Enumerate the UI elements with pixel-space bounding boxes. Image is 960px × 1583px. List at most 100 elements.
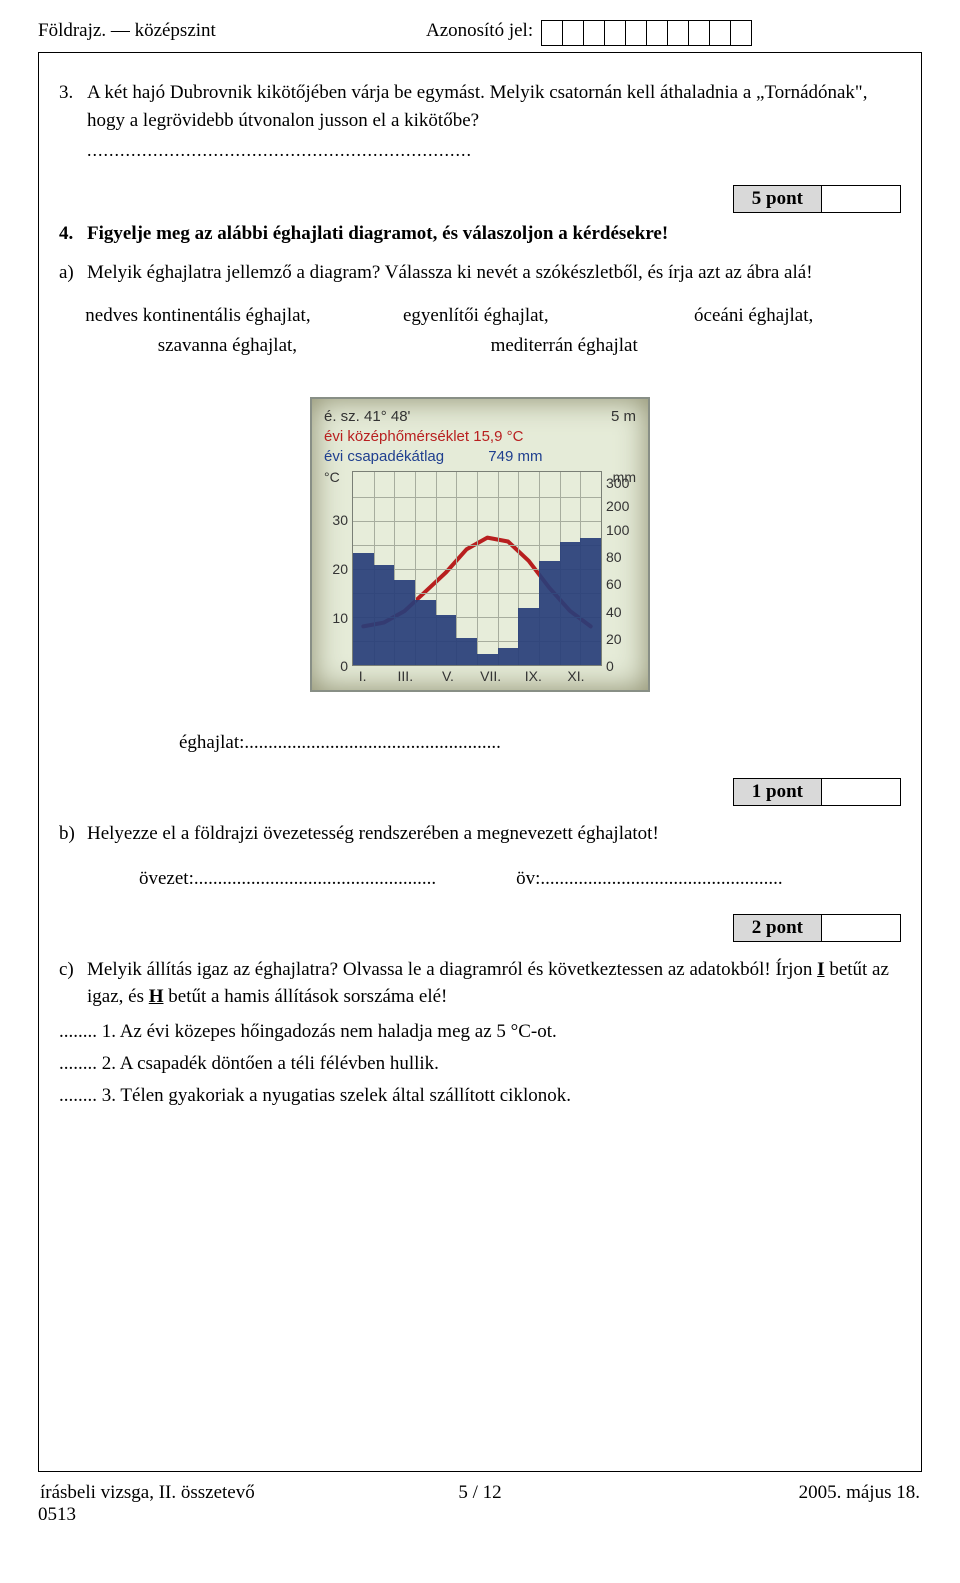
xtick: III. — [395, 668, 416, 684]
subject-level: Földrajz. — középszint — [38, 20, 216, 42]
id-label-area: Azonosító jel: — [216, 20, 922, 46]
xtick — [501, 668, 522, 684]
ytick-right: 300 — [606, 475, 629, 491]
points-1-row: 1 pont — [59, 778, 901, 806]
letter-h: H — [149, 986, 164, 1007]
points-box-2: 2 pont — [733, 914, 901, 942]
climate-options: nedves kontinentális éghajlat, egyenlítő… — [59, 303, 901, 359]
question-3: 3. A két hajó Dubrovnik kikötőjében várj… — [59, 79, 901, 134]
xtick — [544, 668, 565, 684]
page-footer: írásbeli vizsga, II. összetevő 5 / 12 20… — [38, 1482, 922, 1504]
xtick: VII. — [480, 668, 501, 684]
id-box-cell[interactable] — [625, 20, 647, 46]
chart-plot — [352, 471, 602, 666]
id-box-cell[interactable] — [646, 20, 668, 46]
id-label: Azonosító jel: — [426, 20, 533, 41]
ytick-right: 100 — [606, 522, 629, 538]
sub-question-b: b) Helyezze el a földrajzi övezetesség r… — [59, 820, 901, 848]
footer-code: 0513 — [38, 1504, 922, 1526]
climate-opt-5: mediterrán éghajlat — [396, 333, 733, 359]
points-2-row: 2 pont — [59, 914, 901, 942]
points-5-empty[interactable] — [822, 186, 900, 212]
axis-left: 3020100 — [318, 471, 352, 666]
sub-question-c: c) Melyik állítás igaz az éghajlatra? Ol… — [59, 956, 901, 1011]
id-box-cell[interactable] — [730, 20, 752, 46]
id-box-cell[interactable] — [709, 20, 731, 46]
q3-text: A két hajó Dubrovnik kikötőjében várja b… — [87, 79, 901, 134]
precip-bar — [477, 654, 498, 666]
precip-bar — [436, 615, 457, 665]
points-2-label: 2 pont — [734, 915, 822, 941]
sub-question-a: a) Melyik éghajlatra jellemző a diagram?… — [59, 259, 901, 287]
id-box-cell[interactable] — [541, 20, 563, 46]
ytick-right: 40 — [606, 604, 622, 620]
footer-right: 2005. május 18. — [630, 1482, 920, 1504]
ytick-left: 0 — [340, 658, 348, 674]
sub-a-label: a) — [59, 259, 87, 287]
xtick — [459, 668, 480, 684]
precip-bar — [456, 638, 477, 665]
q3-answer-line[interactable]: ........................................… — [87, 140, 901, 161]
chart-mean-temp: évi középhőmérséklet 15,9 °C — [324, 427, 636, 447]
chart-precip-label: évi csapadékátlag — [324, 448, 444, 465]
sub-a-text: Melyik éghajlatra jellemző a diagram? Vá… — [87, 259, 901, 287]
precip-bar — [539, 561, 560, 665]
points-box-1: 1 pont — [733, 778, 901, 806]
axis-right: 300200100806040200 — [602, 471, 642, 666]
climate-opt-3: óceáni éghajlat, — [615, 303, 893, 329]
precip-bar — [415, 600, 436, 666]
statement-2[interactable]: ........ 2. A csapadék döntően a téli fé… — [59, 1053, 901, 1075]
sub-c-after: betűt a hamis állítások sorszáma elé! — [164, 986, 448, 1007]
ov-field[interactable]: öv:.....................................… — [516, 868, 783, 890]
id-box-cell[interactable] — [688, 20, 710, 46]
climate-answer-line[interactable]: éghajlat:...............................… — [179, 732, 901, 754]
statement-1[interactable]: ........ 1. Az évi közepes hőingadozás n… — [59, 1021, 901, 1043]
xtick — [587, 668, 608, 684]
points-1-empty[interactable] — [822, 779, 900, 805]
climate-answer-dots[interactable]: ........................................… — [244, 732, 501, 753]
points-box-5: 5 pont — [733, 185, 901, 213]
points-2-empty[interactable] — [822, 915, 900, 941]
id-box-cell[interactable] — [562, 20, 584, 46]
xtick — [373, 668, 394, 684]
precip-bar — [353, 553, 374, 665]
xtick — [416, 668, 437, 684]
chart-elevation: 5 m — [611, 407, 636, 427]
ytick-left: 10 — [332, 610, 348, 626]
content-frame: 3. A két hajó Dubrovnik kikötőjében várj… — [38, 52, 922, 1472]
precip-bar — [518, 608, 539, 666]
climate-opt-2: egyenlítői éghajlat, — [337, 303, 615, 329]
ytick-right: 200 — [606, 498, 629, 514]
precip-bar — [580, 538, 601, 665]
statement-3[interactable]: ........ 3. Télen gyakoriak a nyugatias … — [59, 1085, 901, 1107]
precip-bar — [498, 648, 519, 665]
id-box-cell[interactable] — [583, 20, 605, 46]
id-box-cell[interactable] — [604, 20, 626, 46]
precip-bar — [394, 580, 415, 665]
id-boxes — [542, 20, 752, 46]
id-box-cell[interactable] — [667, 20, 689, 46]
zone-answer-row: övezet:.................................… — [139, 868, 901, 890]
q4-number: 4. — [59, 223, 87, 245]
climate-opt-4: szavanna éghajlat, — [59, 333, 396, 359]
sub-c-label: c) — [59, 956, 87, 1011]
climate-chart: é. sz. 41° 48' 5 m évi középhőmérséklet … — [310, 397, 650, 693]
q3-number: 3. — [59, 79, 87, 134]
letter-i: I — [817, 959, 824, 980]
chart-x-labels: I.III.V.VII.IX.XI. — [318, 666, 642, 684]
points-1-label: 1 pont — [734, 779, 822, 805]
question-4: 4. Figyelje meg az alábbi éghajlati diag… — [59, 223, 901, 245]
sub-b-label: b) — [59, 820, 87, 848]
xtick: IX. — [523, 668, 544, 684]
sub-b-text: Helyezze el a földrajzi övezetesség rend… — [87, 820, 901, 848]
chart-header: é. sz. 41° 48' 5 m évi középhőmérséklet … — [318, 405, 642, 472]
points-5-row: 5 pont — [59, 185, 901, 213]
ytick-right: 60 — [606, 576, 622, 592]
footer-left: írásbeli vizsga, II. összetevő — [40, 1482, 330, 1504]
footer-center: 5 / 12 — [335, 1482, 625, 1504]
xtick: V. — [437, 668, 458, 684]
climate-opt-1: nedves kontinentális éghajlat, — [59, 303, 337, 329]
ovezet-field[interactable]: övezet:.................................… — [139, 868, 436, 890]
precip-bar — [374, 565, 395, 665]
ytick-right: 80 — [606, 549, 622, 565]
